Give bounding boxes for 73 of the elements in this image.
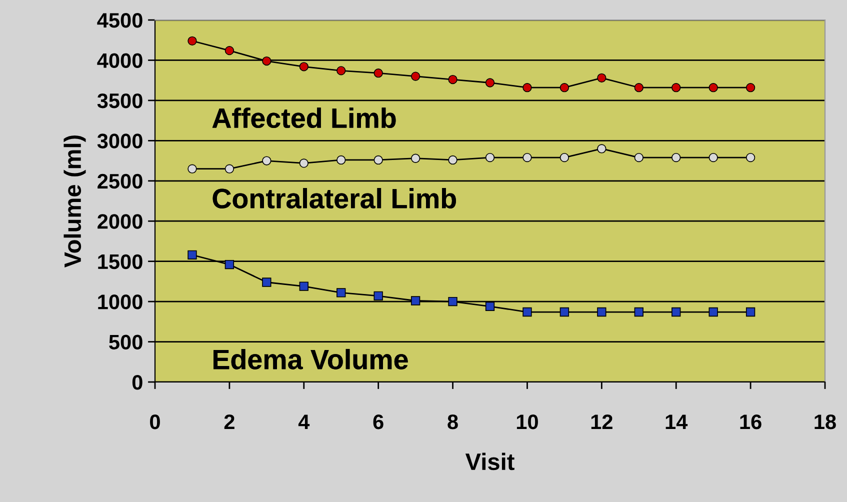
x-tick-label: 0 bbox=[150, 414, 160, 430]
y-tick-label: 4500 bbox=[97, 13, 142, 28]
point bbox=[374, 68, 383, 78]
y-tick-label: 1500 bbox=[98, 254, 142, 270]
x-tick-label: 18 bbox=[814, 414, 836, 430]
y-tick-label: 3000 bbox=[97, 134, 142, 148]
point bbox=[262, 156, 272, 166]
series-label: Affected Limb bbox=[212, 108, 396, 128]
point bbox=[597, 144, 606, 154]
point bbox=[634, 152, 644, 162]
point bbox=[188, 36, 197, 46]
x-tick-label: 8 bbox=[448, 414, 458, 430]
y-tick-label: 2500 bbox=[98, 174, 142, 189]
x-tick-label: 12 bbox=[591, 414, 612, 430]
point bbox=[299, 62, 308, 72]
point bbox=[410, 296, 420, 306]
point bbox=[262, 278, 272, 287]
point bbox=[224, 46, 234, 56]
x-tick-label: 10 bbox=[516, 414, 538, 430]
point bbox=[560, 152, 570, 162]
x-tick-label: 14 bbox=[666, 414, 688, 430]
point bbox=[708, 307, 718, 317]
point bbox=[597, 73, 606, 83]
y-tick-label: 0 bbox=[132, 375, 142, 390]
point bbox=[336, 66, 346, 76]
x-tick-label: 4 bbox=[298, 414, 310, 430]
point bbox=[522, 307, 532, 317]
y-tick-label: 3500 bbox=[97, 93, 142, 108]
x-tick-label: 16 bbox=[740, 414, 762, 430]
point bbox=[485, 302, 495, 311]
point bbox=[522, 82, 532, 92]
point bbox=[224, 164, 234, 174]
point bbox=[410, 154, 420, 163]
point bbox=[299, 282, 308, 291]
point bbox=[560, 82, 570, 92]
point bbox=[634, 307, 644, 317]
point bbox=[410, 72, 420, 81]
series-label: Edema Volume bbox=[214, 348, 408, 370]
series-label: Contralateral Limb bbox=[212, 188, 456, 208]
point bbox=[374, 155, 383, 165]
point bbox=[336, 288, 346, 298]
point bbox=[672, 152, 681, 162]
point bbox=[188, 250, 197, 260]
y-tick-label: 2000 bbox=[98, 214, 142, 229]
point bbox=[560, 307, 570, 317]
point bbox=[262, 56, 272, 66]
y-axis-title: Volume (ml) bbox=[64, 135, 86, 268]
point bbox=[485, 152, 495, 162]
point bbox=[485, 78, 495, 88]
y-tick-label: 500 bbox=[109, 334, 142, 350]
point bbox=[224, 260, 234, 270]
point bbox=[672, 82, 681, 92]
point bbox=[336, 155, 346, 165]
point bbox=[448, 74, 458, 84]
y-tick-label: 1000 bbox=[98, 294, 142, 310]
point bbox=[374, 291, 383, 301]
point bbox=[634, 82, 644, 92]
point bbox=[746, 307, 756, 317]
point bbox=[188, 164, 197, 174]
y-tick-label: 4000 bbox=[97, 53, 142, 68]
point bbox=[522, 152, 532, 162]
point bbox=[448, 155, 458, 165]
point bbox=[597, 307, 606, 317]
x-axis-title: Visit bbox=[465, 452, 514, 470]
x-tick-label: 2 bbox=[224, 414, 234, 430]
point bbox=[299, 158, 308, 168]
point bbox=[746, 152, 756, 162]
x-tick-label: 6 bbox=[373, 414, 384, 430]
point bbox=[708, 152, 718, 162]
point bbox=[708, 82, 718, 92]
point bbox=[672, 307, 681, 317]
point bbox=[448, 296, 458, 306]
point bbox=[746, 82, 756, 92]
